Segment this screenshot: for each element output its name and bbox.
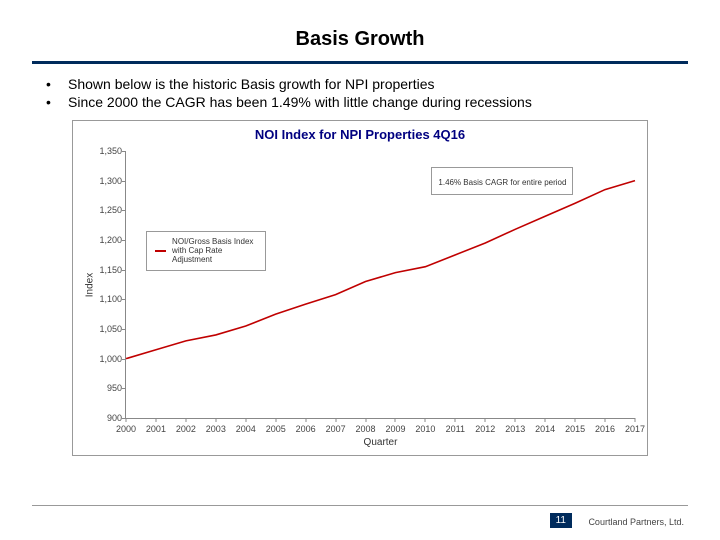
list-item: • Since 2000 the CAGR has been 1.49% wit… [46,94,688,110]
bullet-dot: • [46,94,68,110]
footer-org-text: Courtland Partners, Ltd. [588,517,684,527]
y-tick-label: 1,300 [86,176,122,186]
bullet-list: • Shown below is the historic Basis grow… [32,76,688,110]
x-tick-label: 2003 [206,424,226,434]
legend-line-swatch [155,250,166,252]
y-tick-label: 1,000 [86,354,122,364]
slide: Basis Growth • Shown below is the histor… [0,0,720,540]
x-tick-label: 2004 [236,424,256,434]
x-tick-label: 2010 [415,424,435,434]
x-tick-label: 2015 [565,424,585,434]
bullet-text: Since 2000 the CAGR has been 1.49% with … [68,94,688,110]
x-tick-label: 2017 [625,424,645,434]
x-tick-label: 2011 [446,424,465,434]
chart-x-axis-label: Quarter [364,437,398,448]
y-tick-label: 1,350 [86,146,122,156]
legend-label: NOI/Gross Basis Index with Cap Rate Adju… [172,238,257,264]
footer-divider [32,505,688,506]
bullet-text: Shown below is the historic Basis growth… [68,76,688,92]
annotation-text: 1.46% Basis CAGR for entire period [438,178,566,187]
x-tick-label: 2005 [266,424,286,434]
y-tick-label: 900 [86,413,122,423]
x-tick-label: 2002 [176,424,196,434]
page-number-badge: 11 [550,513,572,528]
x-tick-label: 2007 [326,424,346,434]
chart-annotation: 1.46% Basis CAGR for entire period [431,167,573,195]
x-tick-label: 2013 [505,424,525,434]
x-tick-label: 2008 [356,424,376,434]
x-tick-label: 2001 [146,424,166,434]
x-tick-label: 2006 [296,424,316,434]
chart-legend: NOI/Gross Basis Index with Cap Rate Adju… [146,231,266,271]
y-tick-label: 950 [86,383,122,393]
x-tick-label: 2009 [385,424,405,434]
chart-y-axis-label: Index [85,272,96,296]
x-tick-label: 2016 [595,424,615,434]
page-title: Basis Growth [32,28,688,51]
y-tick-label: 1,050 [86,324,122,334]
bullet-dot: • [46,76,68,92]
list-item: • Shown below is the historic Basis grow… [46,76,688,92]
chart-plot-area: Index Quarter NOI/Gross Basis Index with… [125,151,635,419]
chart-title: NOI Index for NPI Properties 4Q16 [73,121,647,142]
x-tick-label: 2012 [475,424,495,434]
y-tick-label: 1,150 [86,265,122,275]
x-tick-label: 2000 [116,424,136,434]
y-tick-label: 1,100 [86,294,122,304]
y-tick-label: 1,200 [86,235,122,245]
x-tick-label: 2014 [535,424,555,434]
y-tick-label: 1,250 [86,205,122,215]
chart-container: NOI Index for NPI Properties 4Q16 Index … [72,120,648,456]
title-divider [32,61,688,64]
